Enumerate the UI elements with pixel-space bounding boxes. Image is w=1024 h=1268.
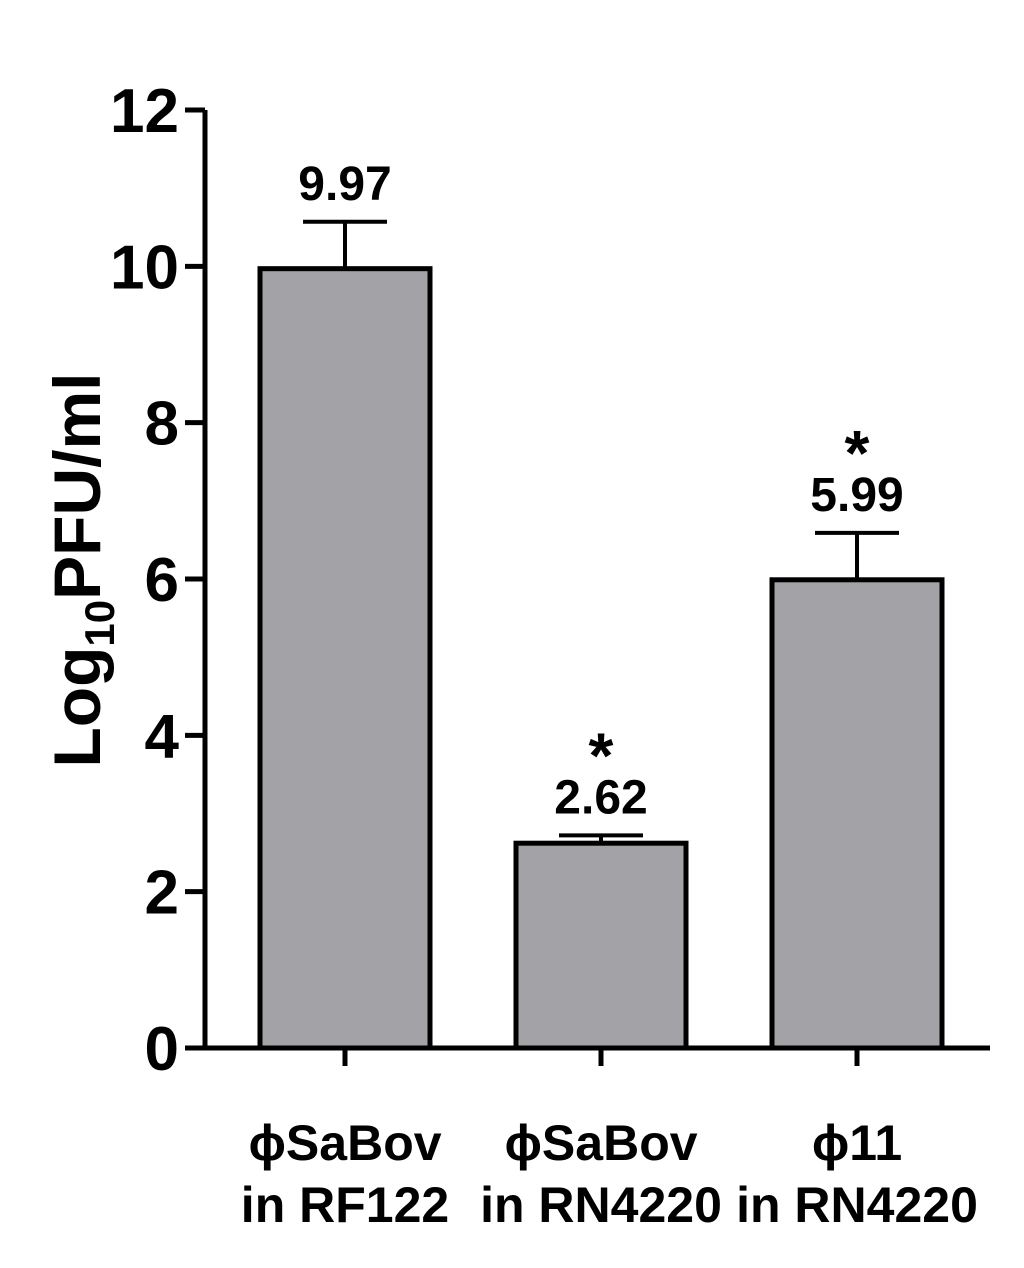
y-tick-label: 6 [145, 546, 179, 615]
y-tick-label: 12 [110, 77, 179, 146]
significance-star: * [589, 719, 614, 791]
x-tick-label: ϕSaBov [248, 1115, 441, 1171]
data-label: 9.97 [298, 158, 391, 211]
x-tick-label: in RF122 [241, 1177, 449, 1233]
bar [513, 840, 689, 1051]
svg-text:Log10PFU/ml: Log10PFU/ml [40, 372, 123, 767]
x-tick-label: in RN4220 [736, 1177, 978, 1233]
x-tick-label: in RN4220 [480, 1177, 722, 1233]
x-tick-label: ϕ11 [812, 1115, 902, 1171]
y-axis-label: Log10PFU/ml [40, 372, 123, 767]
data-label: 2.62 [554, 771, 647, 824]
data-label: 5.99 [810, 469, 903, 522]
y-axis-label-main: Log [40, 647, 114, 768]
y-tick-label: 0 [145, 1015, 179, 1084]
y-axis-label-rest: PFU/ml [40, 372, 114, 599]
bar [769, 577, 945, 1051]
y-tick-label: 8 [145, 390, 179, 459]
y-tick-label: 10 [110, 233, 179, 302]
significance-star: * [845, 417, 870, 489]
y-axis-label-subscript: 10 [76, 600, 123, 647]
y-tick-label: 4 [145, 702, 180, 771]
x-labels: ϕSaBov in RF122 ϕSaBov in RN4220 ϕ11 in RN422… [241, 1115, 978, 1233]
y-ticks: 0 2 4 6 8 10 12 [110, 77, 205, 1084]
bar [257, 266, 433, 1051]
x-tick-label: ϕSaBov [504, 1115, 697, 1171]
y-tick-label: 2 [145, 859, 179, 928]
bars: 9.972.62*5.99* [257, 158, 945, 1051]
